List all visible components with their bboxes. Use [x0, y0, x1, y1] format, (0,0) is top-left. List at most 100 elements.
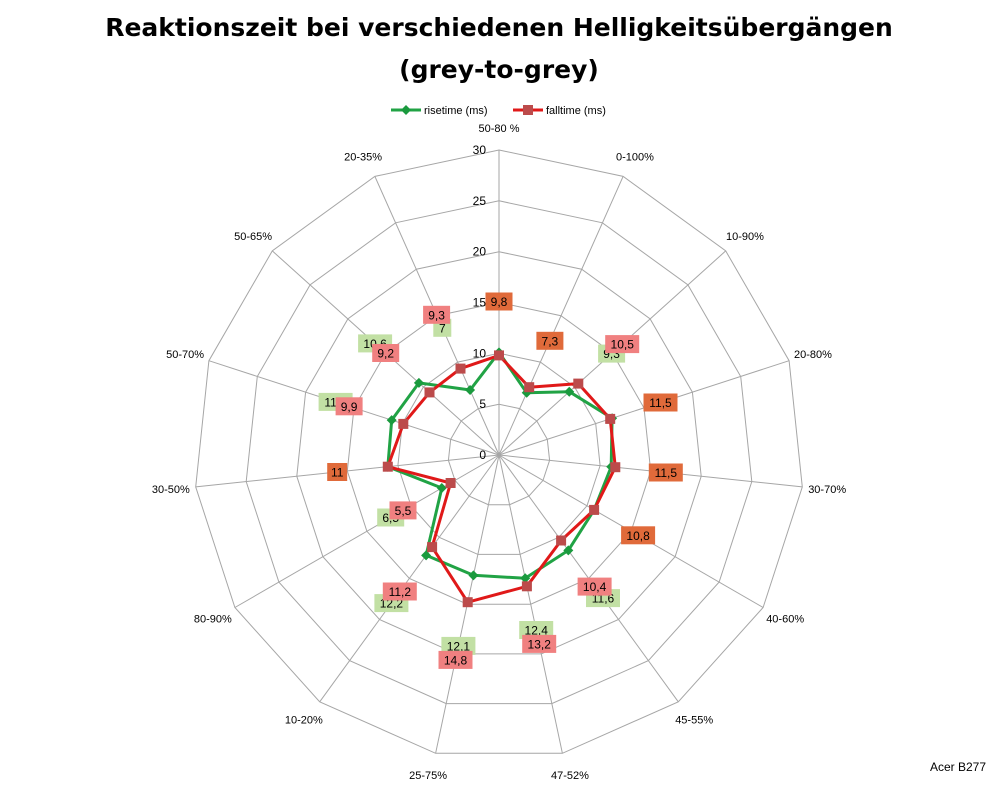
legend: risetime (ms) falltime (ms)	[391, 105, 606, 117]
category-label: 20-35%	[344, 151, 382, 163]
spoke-10	[234, 454, 500, 608]
spoke-7	[498, 454, 563, 754]
falltime-label-bg	[423, 305, 451, 324]
risetime-label: 7	[439, 321, 446, 335]
legend-marker	[523, 105, 533, 115]
spoke-11	[195, 454, 500, 488]
data-point	[563, 545, 574, 556]
falltime-label-bg	[605, 335, 640, 354]
data-point	[494, 350, 504, 361]
category-label: 40-60%	[766, 614, 804, 626]
grid-ring-20	[296, 251, 702, 655]
legend-label: risetime (ms)	[424, 105, 488, 117]
r-tick-label: 30	[473, 143, 487, 157]
chart-title-line-2: (grey-to-grey)	[399, 55, 599, 84]
data-point	[610, 462, 621, 473]
data-point	[589, 504, 600, 515]
r-tick-label: 5	[479, 397, 486, 411]
category-label: 30-70%	[808, 484, 846, 496]
category-label: 10-20%	[285, 715, 323, 727]
data-point	[427, 542, 438, 553]
data-point	[573, 378, 584, 389]
data-point	[455, 363, 466, 374]
data-point	[605, 413, 616, 424]
category-label: 10-90%	[726, 231, 764, 243]
falltime-label: 7,3	[542, 334, 559, 348]
data-point	[556, 535, 567, 546]
data-point	[445, 478, 456, 488]
series-line	[386, 350, 614, 580]
data-point	[386, 415, 397, 426]
data-point	[382, 461, 393, 472]
category-label: 80-90%	[194, 614, 232, 626]
falltime-label-bg	[438, 650, 473, 669]
series-falltime	[382, 350, 621, 608]
r-tick-label: 20	[473, 245, 487, 259]
data-point	[520, 573, 531, 584]
falltime-label: 10,4	[583, 580, 607, 594]
falltime-label: 9,9	[341, 400, 358, 414]
falltime-label: 14,8	[444, 653, 468, 667]
category-label: 0-100%	[616, 151, 654, 163]
data-point	[436, 483, 447, 494]
risetime-label: 12,1	[447, 639, 471, 653]
r-tick-label: 15	[473, 296, 487, 310]
data-point	[398, 418, 409, 429]
r-tick-label: 10	[473, 346, 487, 360]
radar-grid	[195, 149, 803, 754]
falltime-label: 11,5	[649, 396, 672, 410]
legend-label: falltime (ms)	[546, 105, 606, 117]
falltime-label-bg	[372, 344, 400, 362]
series-line	[386, 353, 617, 604]
category-label: 25-75%	[409, 770, 447, 782]
chart-title-line-1: Reaktionszeit bei verschiedenen Helligke…	[105, 13, 893, 42]
falltime-label-bg	[522, 634, 557, 653]
category-label: 30-50%	[152, 484, 190, 496]
grid-ring-10	[397, 352, 601, 555]
falltime-label-bg	[643, 393, 678, 412]
risetime-label-bg	[441, 636, 476, 655]
falltime-label-bg	[335, 397, 363, 416]
legend-marker	[401, 105, 411, 115]
grid-ring-5	[447, 403, 551, 506]
falltime-label: 5,5	[395, 504, 412, 518]
category-label: 50-65%	[234, 231, 272, 243]
spoke-9	[319, 454, 500, 703]
grid-ring-25	[245, 200, 753, 705]
data-point	[462, 597, 473, 608]
data-point	[424, 387, 435, 398]
r-tick-label: 25	[473, 194, 487, 208]
falltime-label: 9,3	[428, 308, 445, 322]
data-point	[465, 384, 476, 395]
falltime-label-bg	[621, 526, 656, 545]
data-point	[521, 581, 532, 592]
falltime-label: 13,2	[528, 637, 552, 651]
falltime-label-bg	[382, 582, 417, 601]
category-label: 47-52%	[551, 770, 589, 782]
falltime-label: 11,2	[389, 585, 412, 599]
category-label: 50-80 %	[479, 123, 520, 135]
falltime-label: 11	[331, 466, 344, 480]
falltime-label-bg	[536, 331, 564, 350]
spoke-1	[498, 176, 624, 456]
grid-ring-30	[195, 149, 803, 754]
falltime-label-bg	[389, 501, 417, 520]
falltime-label: 9,2	[377, 347, 394, 361]
credit-label: Acer B277	[929, 760, 986, 774]
r-tick-label: 0	[479, 448, 486, 462]
data-point	[421, 550, 432, 561]
data-point	[413, 377, 424, 388]
data-labels: 9,87,39,310,511,511,510,811,610,412,413,…	[318, 292, 683, 669]
falltime-label-bg	[327, 463, 348, 481]
data-point	[524, 382, 535, 393]
risetime-label-bg	[519, 621, 554, 639]
falltime-label-bg	[485, 292, 513, 311]
data-point	[468, 570, 479, 581]
grid-ring-15	[346, 301, 652, 605]
risetime-label: 12,4	[525, 624, 549, 638]
data-point	[564, 386, 575, 397]
category-label: 45-55%	[675, 715, 713, 727]
category-label: 50-70%	[166, 349, 204, 361]
falltime-label: 10,8	[626, 529, 650, 543]
